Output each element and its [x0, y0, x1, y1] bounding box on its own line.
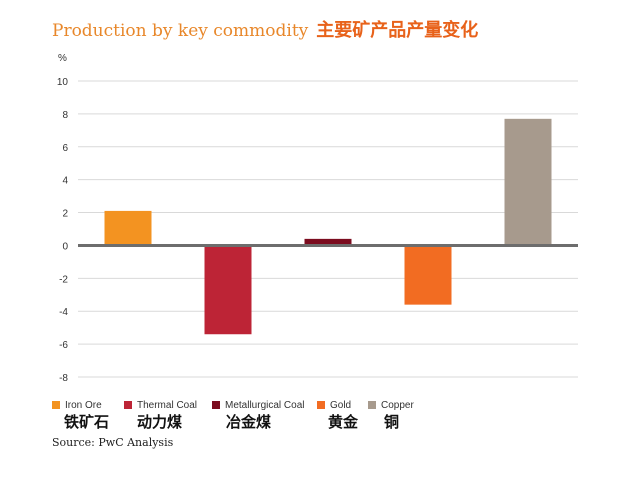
bar-metallurgical-coal [304, 238, 352, 246]
bar-iron-ore [104, 210, 152, 246]
legend-label-iron-ore: Iron Ore [65, 399, 102, 411]
legend-label-gold: Gold [330, 399, 352, 411]
zh-label-thermal-coal: 动力煤 [137, 413, 183, 431]
y-tick-label: -8 [59, 373, 68, 384]
y-tick-label: -2 [59, 274, 68, 285]
legend-label-metallurgical-coal: Metallurgical Coal [225, 399, 305, 411]
y-tick-label: 8 [62, 110, 68, 121]
bar-chart: % -8 -6 -4 -2 0 2 4 6 8 10 [57, 53, 578, 384]
legend-swatch-iron-ore [52, 401, 60, 409]
legend-item-thermal-coal: Thermal Coal [124, 398, 197, 412]
bar-copper [504, 118, 552, 246]
legend-swatch-copper [368, 401, 376, 409]
legend-item-copper: Copper [368, 398, 414, 412]
bar-gold [404, 245, 452, 305]
legend-label-copper: Copper [381, 399, 414, 411]
legend-item-iron-ore: Iron Ore [52, 398, 102, 412]
y-tick-label: 0 [62, 241, 68, 252]
y-tick-label: -6 [59, 340, 68, 351]
zh-label-iron-ore: 铁矿石 [64, 413, 110, 431]
legend-item-metallurgical-coal: Metallurgical Coal [212, 398, 304, 412]
y-tick-label: 2 [62, 209, 68, 220]
legend-swatch-gold [317, 401, 325, 409]
legend-swatch-metallurgical-coal [212, 401, 220, 409]
legend-item-gold: Gold [317, 398, 351, 412]
y-tick-label: 10 [57, 77, 69, 88]
y-tick-label: -4 [59, 307, 68, 318]
y-axis-unit-label: % [58, 53, 67, 64]
title-english: Production by key commodity [52, 21, 309, 41]
legend-label-thermal-coal: Thermal Coal [137, 399, 198, 411]
chart-title: Production by key commodity 主要矿产品产量变化 [52, 16, 478, 42]
legend-swatch-thermal-coal [124, 401, 132, 409]
source-note: Source: PwC Analysis [52, 436, 174, 449]
bar-thermal-coal [204, 245, 252, 335]
zh-label-copper: 铜 [384, 413, 400, 431]
y-tick-label: 6 [62, 143, 68, 154]
title-chinese: 主要矿产品产量变化 [316, 20, 479, 41]
zh-label-gold: 黄金 [328, 413, 359, 431]
zh-label-metallurgical-coal: 冶金煤 [226, 413, 272, 431]
y-tick-label: 4 [62, 176, 68, 187]
